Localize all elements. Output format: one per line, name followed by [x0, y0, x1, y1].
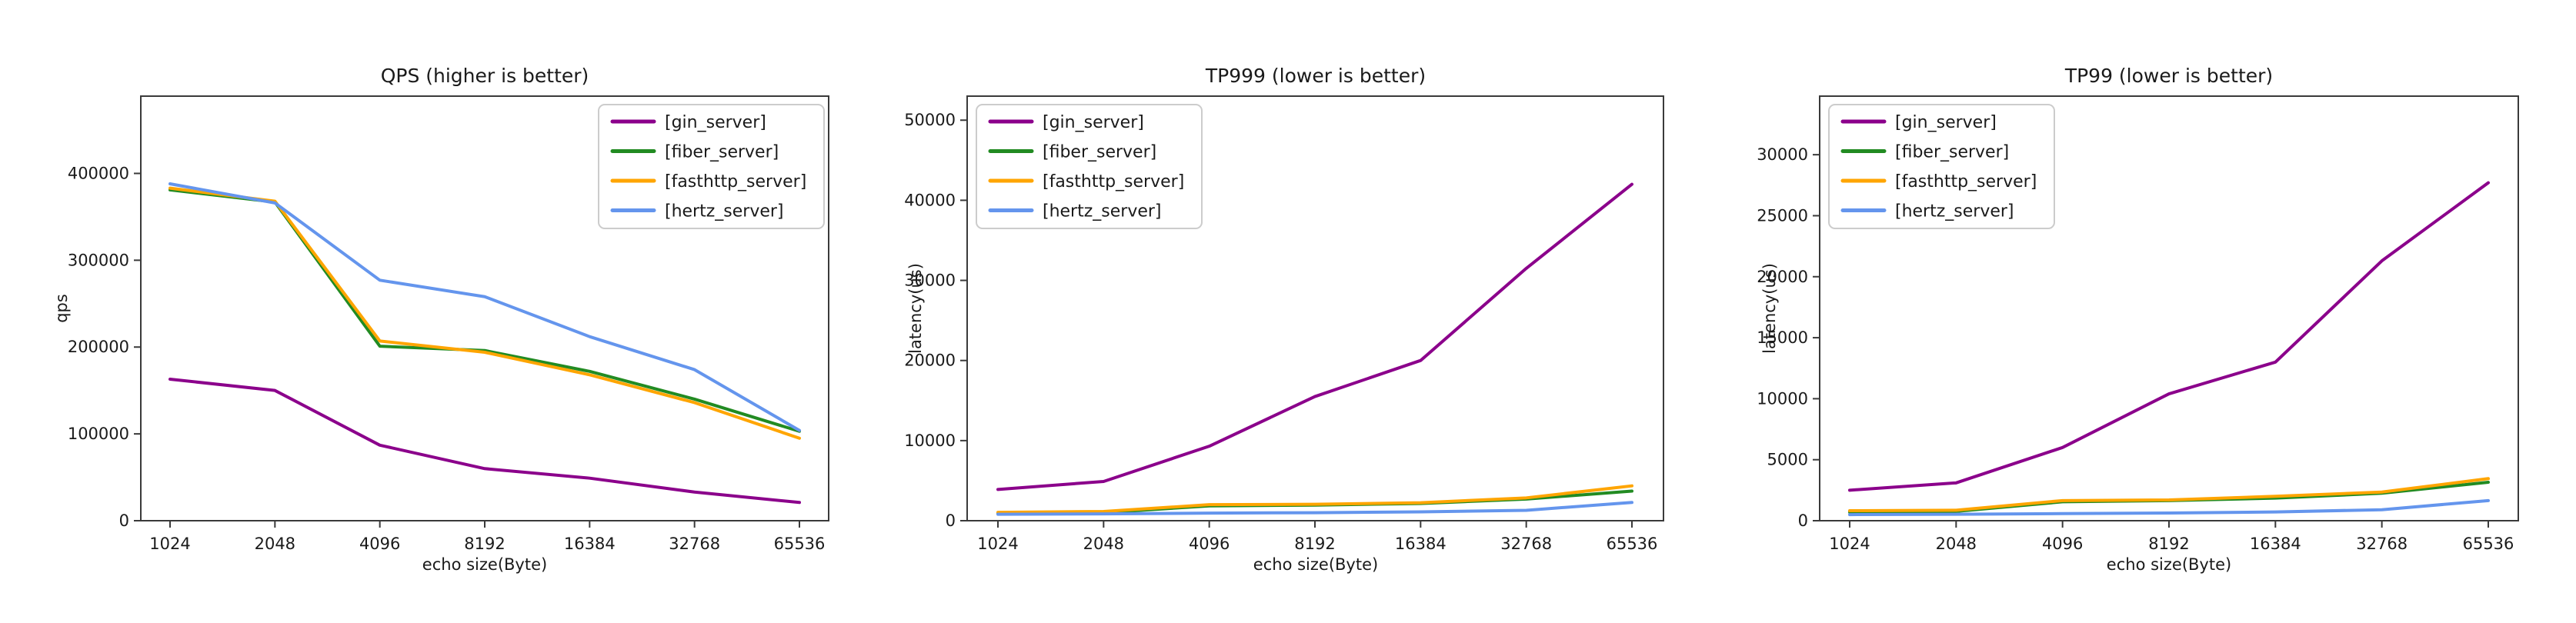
x-tick-label: 32768 — [669, 535, 720, 553]
figure-qps: QPS (higher is better) echo size(Byte) q… — [0, 0, 859, 623]
x-tick-label: 2048 — [255, 535, 295, 553]
y-tick-label: 20000 — [1757, 268, 1808, 286]
y-tick-label: 10000 — [1757, 389, 1808, 408]
x-tick-label: 32768 — [2356, 535, 2407, 553]
y-tick-label: 10000 — [904, 431, 956, 450]
legend-entry-fiber_server: [fiber_server] — [1043, 143, 1156, 162]
x-axis-label-qps: echo size(Byte) — [422, 555, 548, 574]
x-tick-label: 65536 — [2463, 535, 2514, 553]
x-axis-label-tp999: echo size(Byte) — [1253, 555, 1379, 574]
x-tick-label: 32768 — [1500, 535, 1552, 553]
x-tick-label: 16384 — [2250, 535, 2301, 553]
legend-entry-fasthttp_server: [fasthttp_server] — [1043, 172, 1184, 192]
y-tick-label: 5000 — [1767, 451, 1808, 469]
x-tick-label: 2048 — [1083, 535, 1124, 553]
legend-entry-gin_server: [gin_server] — [1043, 113, 1144, 132]
tp99-line-chart: 0 5000 10000 15000 20000 25000 30000 1024 2048 40… — [1757, 95, 2519, 553]
x-tick-label: 1024 — [1829, 535, 1870, 553]
legend-entry-hertz_server: [hertz_server] — [1895, 202, 2014, 222]
x-tick-label: 16384 — [1395, 535, 1446, 553]
x-tick-label: 16384 — [564, 535, 616, 553]
x-tick-label: 4096 — [2042, 535, 2083, 553]
x-tick-label: 65536 — [1607, 535, 1658, 553]
y-tick-label: 20000 — [904, 351, 956, 370]
x-tick-label: 2048 — [1936, 535, 1977, 553]
legend-entry-hertz_server: [hertz_server] — [665, 202, 784, 222]
legend-box — [976, 104, 1203, 229]
series-line-gin_server — [996, 182, 1633, 491]
series-line-fasthttp_server — [996, 484, 1633, 515]
x-tick-label: 4096 — [359, 535, 400, 553]
qps-line-chart: 0 100000 200000 300000 400000 1024 2048 4096 819… — [68, 95, 829, 553]
legend-entry-gin_server: [gin_server] — [665, 113, 766, 132]
y-tick-label: 100000 — [68, 425, 129, 443]
x-tick-label: 8192 — [1294, 535, 1335, 553]
series-line-fasthttp_server — [1848, 477, 2490, 512]
series-line-hertz_server — [169, 182, 801, 432]
series-line-gin_server — [1848, 181, 2490, 492]
legend-entry-fasthttp_server: [fasthttp_server] — [1895, 172, 2037, 192]
y-tick-label: 0 — [119, 511, 129, 530]
y-axis-label-tp999: latency(us) — [906, 263, 925, 354]
legend-entry-gin_server: [gin_server] — [1895, 113, 1997, 132]
series-line-gin_server — [169, 378, 801, 505]
x-tick-label: 4096 — [1189, 535, 1230, 553]
y-tick-label: 400000 — [68, 164, 129, 182]
x-tick-label: 1024 — [149, 535, 190, 553]
x-tick-label: 1024 — [977, 535, 1018, 553]
y-tick-label: 0 — [946, 511, 956, 530]
figure-tp99: TP99 (lower is better) echo size(Byte) l… — [1717, 0, 2576, 623]
legend-entry-fasthttp_server: [fasthttp_server] — [665, 172, 806, 192]
y-tick-label: 300000 — [68, 251, 129, 269]
y-tick-label: 15000 — [1757, 328, 1808, 347]
y-axis-label-qps: qps — [52, 294, 71, 323]
x-tick-label: 8192 — [2148, 535, 2189, 553]
legend-box — [1828, 104, 2055, 229]
x-axis-label-tp99: echo size(Byte) — [2106, 555, 2232, 574]
chart-title-tp999: TP999 (lower is better) — [1205, 65, 1426, 87]
series-line-hertz_server — [1848, 498, 2490, 517]
y-tick-label: 200000 — [68, 338, 129, 356]
chart-title-qps: QPS (higher is better) — [380, 65, 589, 87]
y-tick-label: 30000 — [1757, 145, 1808, 164]
series-line-hertz_server — [996, 501, 1633, 516]
y-tick-label: 30000 — [904, 272, 956, 290]
tp999-line-chart: 0 10000 20000 30000 40000 50000 1024 2048 4096 81… — [904, 95, 1664, 553]
x-tick-label: 65536 — [774, 535, 826, 553]
chart-title-tp99: TP99 (lower is better) — [2064, 65, 2274, 87]
legend-entry-fiber_server: [fiber_server] — [665, 143, 779, 162]
legend-entry-fiber_server: [fiber_server] — [1895, 143, 2009, 162]
x-tick-label: 8192 — [464, 535, 505, 553]
y-tick-label: 50000 — [904, 111, 956, 129]
y-tick-label: 25000 — [1757, 206, 1808, 225]
y-tick-label: 0 — [1798, 511, 1808, 530]
series-line-fasthttp_server — [169, 186, 801, 440]
legend-box — [598, 104, 825, 229]
legend-entry-hertz_server: [hertz_server] — [1043, 202, 1162, 222]
y-tick-label: 40000 — [904, 191, 956, 209]
figure-tp999: TP999 (lower is better) echo size(Byte) … — [859, 0, 1717, 623]
y-axis-label-tp99: latency(us) — [1760, 263, 1779, 354]
